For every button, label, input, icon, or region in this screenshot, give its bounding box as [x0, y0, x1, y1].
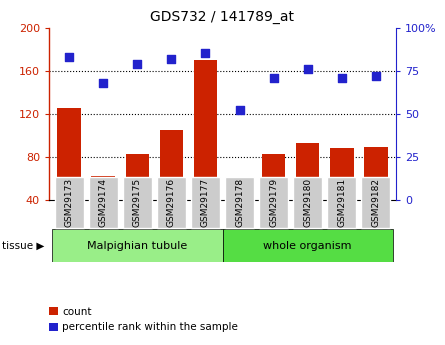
Bar: [125, 154, 150, 243]
Point: [270, 75, 277, 80]
FancyBboxPatch shape: [361, 177, 390, 228]
Bar: [92, 176, 115, 243]
Text: GSM29173: GSM29173: [65, 178, 74, 227]
FancyBboxPatch shape: [53, 229, 222, 262]
Bar: [194, 60, 218, 243]
Text: GSM29176: GSM29176: [167, 178, 176, 227]
Text: GSM29177: GSM29177: [201, 178, 210, 227]
FancyBboxPatch shape: [123, 177, 152, 228]
Title: GDS732 / 141789_at: GDS732 / 141789_at: [150, 10, 295, 24]
Point: [202, 51, 209, 56]
FancyBboxPatch shape: [225, 177, 254, 228]
Point: [134, 61, 141, 67]
Bar: [227, 198, 251, 243]
Point: [304, 66, 311, 72]
FancyBboxPatch shape: [293, 177, 322, 228]
Bar: [160, 130, 183, 243]
FancyBboxPatch shape: [89, 177, 118, 228]
Point: [372, 73, 379, 79]
Point: [100, 80, 107, 86]
Text: GSM29175: GSM29175: [133, 178, 142, 227]
Text: whole organism: whole organism: [263, 241, 352, 251]
Bar: [57, 108, 81, 243]
Text: Malpighian tubule: Malpighian tubule: [87, 241, 187, 251]
Text: tissue ▶: tissue ▶: [2, 241, 44, 251]
Text: GSM29174: GSM29174: [99, 178, 108, 227]
Bar: [295, 143, 320, 243]
FancyBboxPatch shape: [191, 177, 220, 228]
Legend: count, percentile rank within the sample: count, percentile rank within the sample: [45, 303, 242, 336]
Point: [236, 108, 243, 113]
Text: GSM29180: GSM29180: [303, 178, 312, 227]
FancyBboxPatch shape: [222, 229, 392, 262]
Point: [66, 54, 73, 60]
Point: [338, 75, 345, 80]
Bar: [330, 148, 353, 243]
Bar: [262, 154, 285, 243]
Bar: [364, 147, 388, 243]
Text: GSM29182: GSM29182: [371, 178, 380, 227]
FancyBboxPatch shape: [327, 177, 356, 228]
Text: GSM29178: GSM29178: [235, 178, 244, 227]
Text: GSM29181: GSM29181: [337, 178, 346, 227]
FancyBboxPatch shape: [55, 177, 84, 228]
FancyBboxPatch shape: [259, 177, 288, 228]
Point: [168, 56, 175, 61]
FancyBboxPatch shape: [157, 177, 186, 228]
Text: GSM29179: GSM29179: [269, 178, 278, 227]
